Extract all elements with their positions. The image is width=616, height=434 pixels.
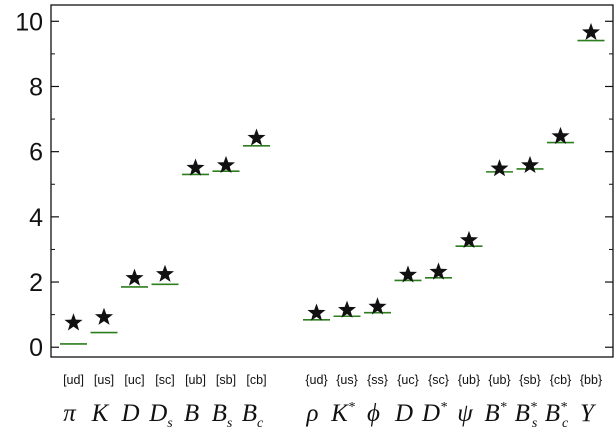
meson-label: ψ xyxy=(457,400,473,427)
meson-label: Bc xyxy=(242,400,264,431)
meson-label: K* xyxy=(330,400,355,427)
star-marker xyxy=(520,155,540,174)
meson-label: B* s xyxy=(515,400,538,431)
meson-label: π xyxy=(63,400,77,427)
meson-label: Υ xyxy=(580,400,597,427)
star-marker xyxy=(551,126,570,145)
star-marker xyxy=(398,265,418,283)
star-marker xyxy=(429,262,448,280)
meson-label: ρ xyxy=(306,400,319,427)
y-axis: 0 2 4 6 8 10 xyxy=(15,8,613,362)
quark-label: [ud] xyxy=(63,373,84,387)
x-labels: [ud] π [us] K [uc] D [sc] Ds [ub] B [sb] Bs [cb] Bc {u… xyxy=(63,373,602,431)
star-marker xyxy=(368,297,387,315)
y-tick-label: 4 xyxy=(29,204,43,232)
quark-label: {ub} xyxy=(488,373,510,387)
meson-label: D xyxy=(394,400,413,427)
meson-label: Bs xyxy=(212,400,233,431)
quark-label: [cb] xyxy=(246,373,266,387)
quark-label: {ss} xyxy=(367,373,388,387)
y-tick-label: 8 xyxy=(29,73,43,101)
quark-label: {uc} xyxy=(397,373,419,387)
meson-label: B* c xyxy=(545,400,569,431)
meson-label: D* xyxy=(421,400,447,427)
quark-label: {bb} xyxy=(580,373,602,387)
star-marker xyxy=(94,307,114,325)
quark-label: {ud} xyxy=(305,373,327,387)
quark-label: {us} xyxy=(336,373,358,387)
y-tick-label: 2 xyxy=(29,269,43,297)
quark-label: {cb} xyxy=(550,373,572,387)
star-marker xyxy=(307,303,326,321)
quark-label: [ub] xyxy=(185,373,206,387)
quark-label: {sc} xyxy=(428,373,449,387)
meson-label: B xyxy=(184,400,199,427)
star-marker xyxy=(459,230,479,248)
star-marker xyxy=(216,155,236,174)
quark-label: [us] xyxy=(94,373,114,387)
meson-label: D xyxy=(120,400,139,427)
y-tick-label: 10 xyxy=(15,8,43,36)
y-tick-label: 6 xyxy=(29,139,43,167)
data-marks xyxy=(60,22,605,345)
star-marker xyxy=(581,22,601,41)
star-marker xyxy=(64,313,83,331)
quark-label: {sb} xyxy=(519,373,541,387)
star-marker xyxy=(125,268,144,286)
meson-label: ϕ xyxy=(367,400,380,427)
star-marker xyxy=(337,300,357,318)
y-tick-label: 0 xyxy=(29,334,43,362)
star-marker xyxy=(186,158,205,176)
quark-label: {ub} xyxy=(458,373,480,387)
star-marker xyxy=(247,128,266,146)
quark-label: [sb] xyxy=(216,373,236,387)
quark-label: [uc] xyxy=(124,373,144,387)
meson-label: K xyxy=(91,400,110,427)
star-marker xyxy=(490,159,509,177)
star-marker xyxy=(155,264,175,282)
plot-frame xyxy=(50,4,614,358)
meson-label: B* xyxy=(484,400,506,427)
quark-label: [sc] xyxy=(155,373,174,387)
meson-label: Ds xyxy=(148,400,173,431)
